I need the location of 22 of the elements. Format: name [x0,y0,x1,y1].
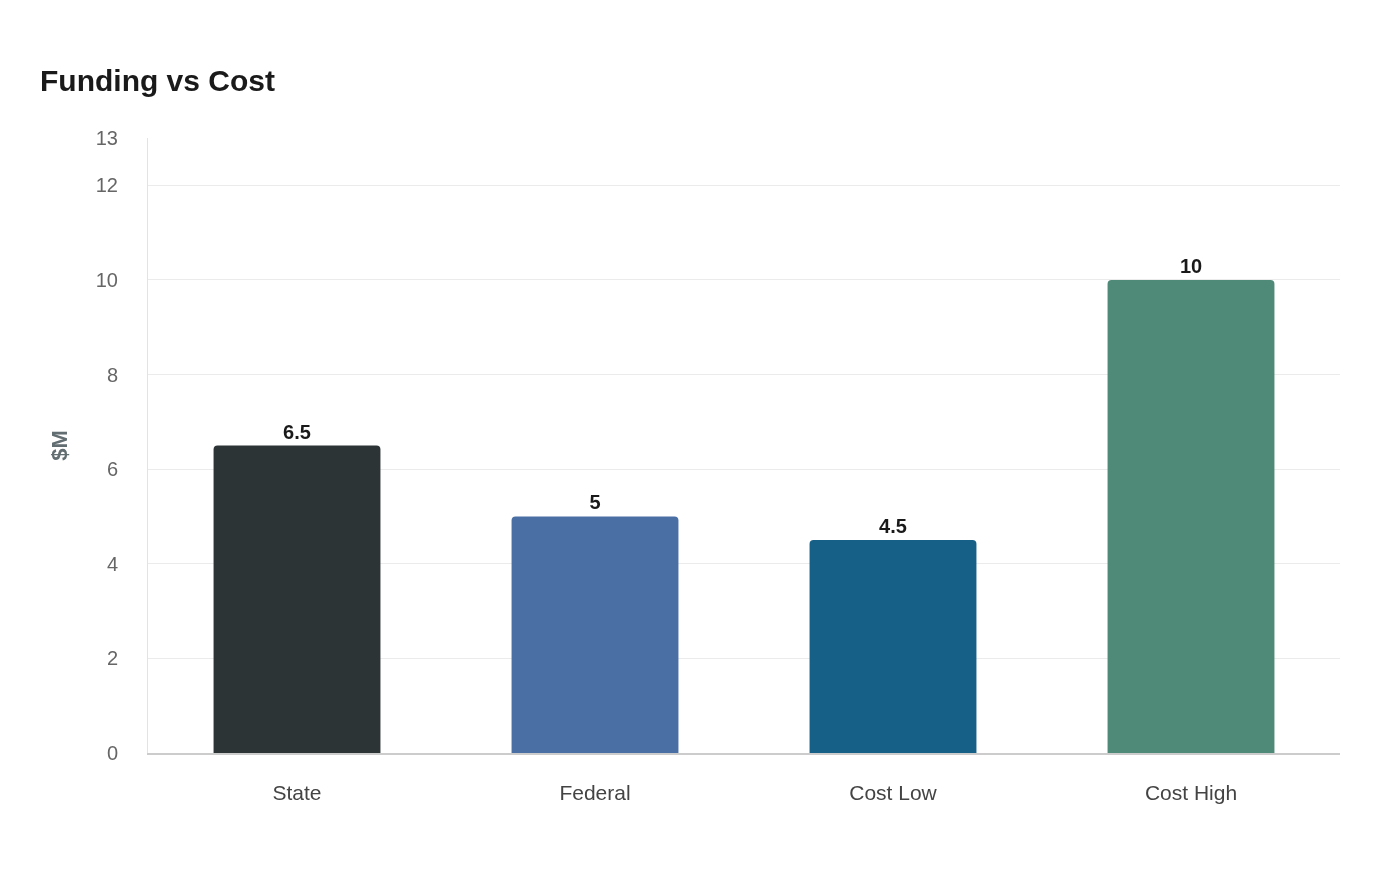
data-label: 4.5 [879,515,907,538]
y-tick-label: 0 [106,742,118,764]
y-tick-label: 2 [106,647,118,670]
data-label: 5 [589,491,601,514]
x-tick-label: Federal [559,780,631,804]
y-tick-label: 13 [95,127,118,149]
y-axis-title: $M [46,430,72,461]
y-tick-label: 8 [106,363,118,386]
data-label: 6.5 [283,420,311,443]
y-tick-label: 12 [95,174,118,197]
bar [511,516,679,753]
bar [213,445,381,753]
x-tick-label: Cost High [1144,780,1238,804]
x-tick-label: State [272,780,322,804]
bar [809,540,977,753]
x-tick-label: Cost Low [849,780,938,804]
chart-title: Funding vs Cost [40,63,275,97]
data-label: 10 [1179,254,1203,277]
y-tick-label: 10 [95,268,118,291]
y-tick-label: 6 [106,458,118,481]
bar [1107,279,1275,753]
y-tick-label: 4 [106,552,118,575]
